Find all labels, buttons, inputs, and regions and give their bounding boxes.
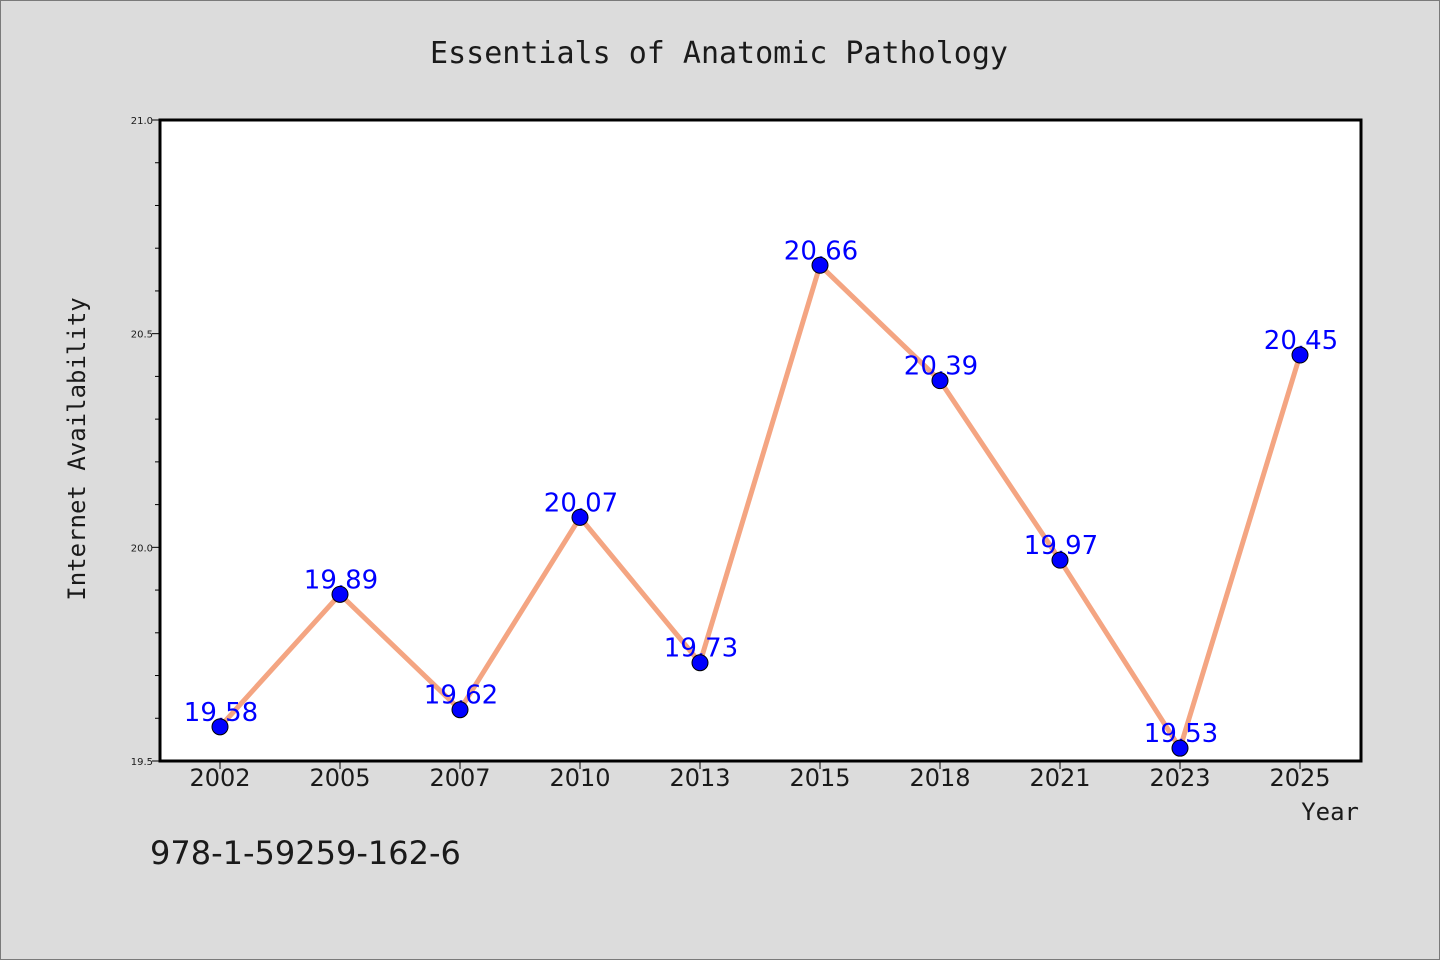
isbn-text: 978-1-59259-162-6	[150, 834, 461, 872]
plot-area	[158, 118, 1363, 763]
x-axis-label: Year	[1301, 798, 1359, 826]
data-point	[451, 701, 469, 719]
x-tick-label: 2002	[189, 764, 250, 792]
y-axis-label: Internet Availability	[63, 297, 91, 600]
x-tick-label: 2007	[429, 764, 490, 792]
x-tick-label: 2013	[669, 764, 730, 792]
y-tick-label: 21.0	[131, 116, 153, 127]
data-point	[931, 372, 949, 390]
series-line	[217, 260, 1303, 755]
y-tick-label: 20.0	[131, 543, 153, 554]
x-tick-label: 2005	[309, 764, 370, 792]
y-axis: 19.5 20.0 20.5 21.0	[131, 116, 160, 768]
data-point	[571, 508, 589, 526]
x-tick-label: 2025	[1269, 764, 1330, 792]
data-point	[691, 654, 709, 672]
x-tick-label: 2015	[789, 764, 850, 792]
data-point	[1291, 346, 1309, 364]
x-tick-label: 2018	[909, 764, 970, 792]
x-tick-label: 2010	[549, 764, 610, 792]
y-tick-label: 19.5	[131, 757, 153, 768]
x-tick-label: 2021	[1029, 764, 1090, 792]
chart-title: Essentials of Anatomic Pathology	[430, 36, 1008, 71]
data-point	[1171, 739, 1189, 757]
y-tick-label: 20.5	[131, 330, 153, 341]
series-group: 19.5819.8919.6220.0719.7320.6620.3919.97…	[184, 236, 1338, 757]
data-point	[331, 585, 349, 603]
data-point	[1051, 551, 1069, 569]
data-point	[811, 256, 829, 274]
x-axis: 2002 2005 2007 2010 2013 2015 2018 2021 2023 2025	[189, 761, 1331, 792]
x-tick-label: 2023	[1149, 764, 1210, 792]
data-point	[211, 718, 229, 736]
